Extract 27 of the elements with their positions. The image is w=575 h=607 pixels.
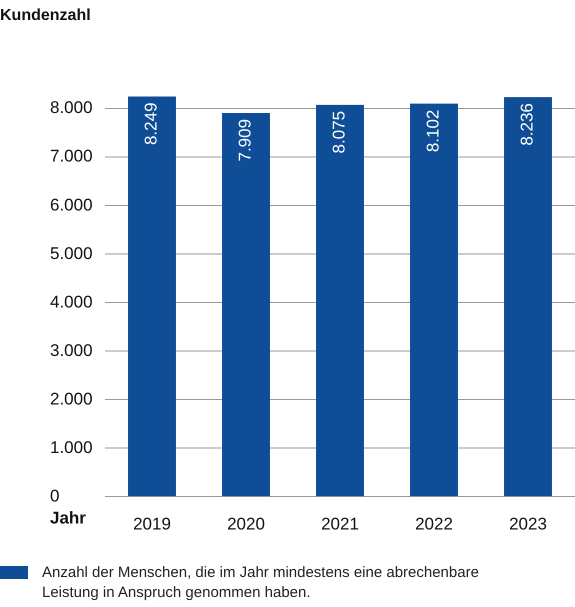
text: 8.102 (424, 110, 443, 152)
x-tick-label: 2022 (415, 514, 453, 534)
text: 8.075 (330, 110, 349, 154)
x-axis-title: Jahr (50, 508, 86, 528)
x-tick-label: 2023 (509, 514, 547, 534)
y-tick-label: 4.000 (50, 292, 93, 312)
x-tick-label: 2020 (227, 514, 265, 534)
y-tick-label: 5.000 (50, 244, 93, 263)
y-tick-label: 8.000 (50, 98, 93, 118)
y-tick-label: 3.000 (50, 340, 93, 360)
y-tick-label: 2.000 (50, 389, 93, 408)
text: 8.249 (142, 102, 161, 146)
chart-title: Kundenzahl (0, 7, 91, 25)
bar (504, 97, 552, 496)
y-tick-label: 7.000 (50, 146, 93, 166)
y-tick-label: 0 (50, 486, 60, 506)
bar (316, 104, 364, 496)
text: 7.909 (236, 118, 255, 162)
text: 8.236 (518, 103, 537, 146)
bar (410, 104, 458, 496)
bar (128, 96, 176, 496)
x-tick-label: 2019 (133, 514, 171, 534)
y-tick-label: 1.000 (50, 438, 93, 457)
x-tick-label: 2021 (321, 514, 359, 534)
y-tick-label: 6.000 (50, 195, 93, 214)
bar (222, 112, 270, 496)
legend-label: Anzahl der Menschen, die im Jahr mindestens eine abrechenbare Leistung in Anspruch genommen haben. (42, 563, 480, 603)
